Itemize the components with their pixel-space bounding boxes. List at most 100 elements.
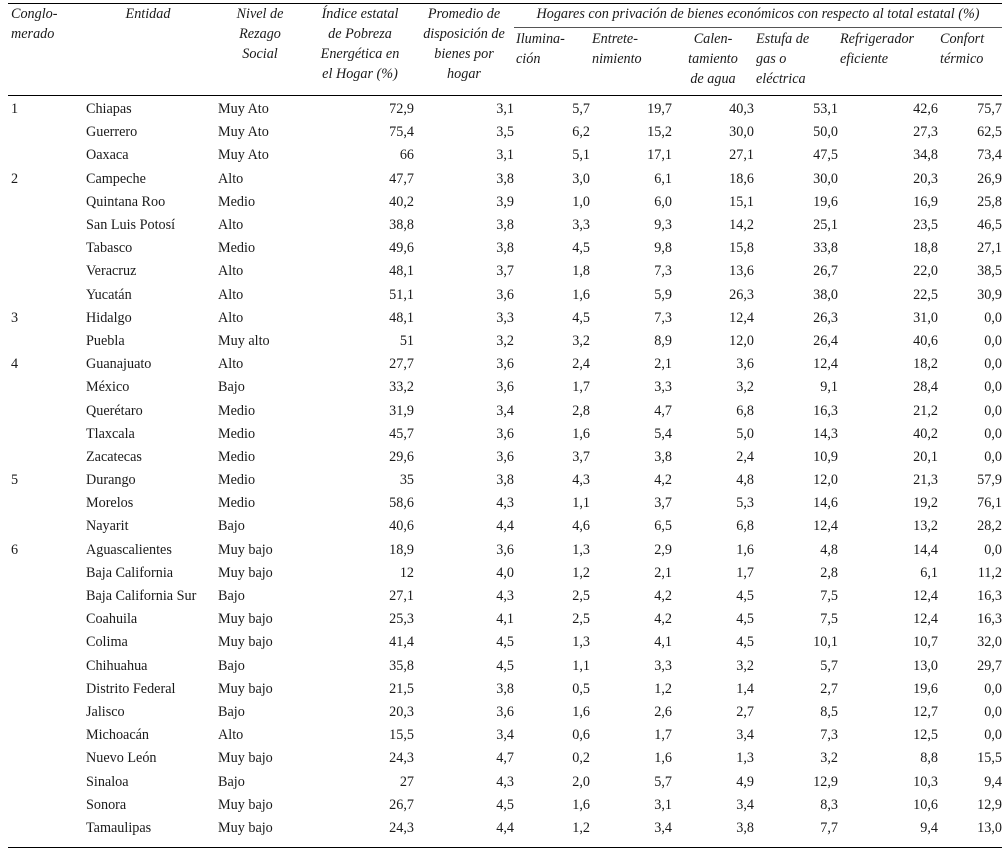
cell-confort: 25,8 [977, 193, 1002, 210]
cell-calentamiento: 4,5 [736, 611, 754, 628]
cell-promedio: 3,5 [496, 124, 514, 141]
cell-iluminacion: 2,0 [572, 773, 590, 790]
header-nivel-rezago: Nivel de Rezago Social [236, 6, 284, 62]
cell-entretenimiento: 6,0 [654, 193, 672, 210]
cell-promedio: 3,1 [496, 101, 514, 118]
cell-entretenimiento: 1,6 [654, 750, 672, 767]
cell-indice: 26,7 [389, 796, 414, 813]
cell-confort: 15,5 [977, 750, 1002, 767]
cell-estufa: 26,4 [813, 332, 838, 349]
cell-estufa: 7,3 [820, 727, 838, 744]
cell-calentamiento: 4,8 [736, 472, 754, 489]
table-row: Quintana Roo Medio 40,2 3,9 1,0 6,0 15,1 19,6 16… [8, 191, 1002, 214]
cell-conglomerado [8, 608, 82, 631]
cell-confort: 9,4 [984, 773, 1002, 790]
header-indice: Índice estatal de Pobreza Energética en … [320, 6, 400, 82]
cell-entidad: México [86, 379, 130, 396]
cell-indice: 21,5 [389, 680, 414, 697]
cell-nivel-rezago: Bajo [218, 773, 245, 790]
cell-promedio: 3,6 [496, 379, 514, 396]
cell-estufa: 8,3 [820, 796, 838, 813]
cell-calentamiento: 15,8 [729, 240, 754, 257]
cell-entidad: Querétaro [86, 402, 143, 419]
table-row: 4 Guanajuato Alto 27,7 3,6 2,4 2,1 3,6 12,4 18,2 0… [8, 353, 1002, 376]
header-bottom-rule [8, 95, 1002, 96]
cell-entretenimiento: 3,4 [654, 819, 672, 836]
cell-calentamiento: 1,3 [736, 750, 754, 767]
cell-refrigerador: 34,8 [913, 147, 938, 164]
cell-entretenimiento: 5,9 [654, 286, 672, 303]
cell-refrigerador: 18,8 [913, 240, 938, 257]
table-row: Tamaulipas Muy bajo 24,3 4,4 1,2 3,4 3,8 7,7 9,4… [8, 817, 1002, 840]
cell-indice: 75,4 [389, 124, 414, 141]
cell-iluminacion: 5,7 [572, 101, 590, 118]
cell-indice: 27,7 [389, 356, 414, 373]
cell-estufa: 19,6 [813, 193, 838, 210]
cell-conglomerado [8, 631, 82, 654]
table-row: Morelos Medio 58,6 4,3 1,1 3,7 5,3 14,6 19,2 76,1 [8, 492, 1002, 515]
cell-entidad: Campeche [86, 170, 146, 187]
header-entidad: Entidad [125, 6, 171, 22]
cell-estufa: 38,0 [813, 286, 838, 303]
cell-conglomerado [8, 284, 82, 307]
table-body: 1 Chiapas Muy Ato 72,9 3,1 5,7 19,7 40,3 53,1 42,… [8, 96, 1002, 840]
cell-confort: 26,9 [977, 170, 1002, 187]
cell-entretenimiento: 9,8 [654, 240, 672, 257]
cell-entidad: Jalisco [86, 703, 125, 720]
cell-conglomerado [8, 770, 82, 793]
cell-indice: 24,3 [389, 819, 414, 836]
cell-entidad: Yucatán [86, 286, 132, 303]
cell-refrigerador: 10,3 [913, 773, 938, 790]
table-row: 5 Durango Medio 35 3,8 4,3 4,2 4,8 12,0 21,3 57,9 [8, 469, 1002, 492]
cell-estufa: 25,1 [813, 217, 838, 234]
cell-estufa: 16,3 [813, 402, 838, 419]
cell-refrigerador: 8,8 [920, 750, 938, 767]
cell-estufa: 14,6 [813, 495, 838, 512]
cell-indice: 66 [399, 147, 414, 164]
cell-promedio: 4,0 [496, 564, 514, 581]
cell-entidad: Guerrero [86, 124, 138, 141]
table-row: Yucatán Alto 51,1 3,6 1,6 5,9 26,3 38,0 22,5 30,9 [8, 284, 1002, 307]
cell-entidad: Distrito Federal [86, 680, 176, 697]
cell-nivel-rezago: Alto [218, 217, 244, 234]
cell-estufa: 12,9 [813, 773, 838, 790]
cell-refrigerador: 42,6 [913, 101, 938, 118]
cell-iluminacion: 5,1 [572, 147, 590, 164]
header-conglomerado: Conglo- merado [11, 6, 58, 42]
cell-promedio: 3,6 [496, 356, 514, 373]
cell-entretenimiento: 5,7 [654, 773, 672, 790]
cell-entretenimiento: 7,3 [654, 263, 672, 280]
table-row: Oaxaca Muy Ato 66 3,1 5,1 17,1 27,1 47,5 34,8 73,… [8, 144, 1002, 167]
cell-promedio: 3,3 [496, 309, 514, 326]
cell-promedio: 3,2 [496, 332, 514, 349]
cell-indice: 38,8 [389, 217, 414, 234]
cell-refrigerador: 13,2 [913, 518, 938, 535]
cell-conglomerado [8, 214, 82, 237]
cell-promedio: 3,6 [496, 448, 514, 465]
cell-entidad: Guanajuato [86, 356, 152, 373]
cell-nivel-rezago: Alto [218, 356, 244, 373]
cell-nivel-rezago: Muy Ato [218, 124, 269, 141]
cell-estufa: 26,3 [813, 309, 838, 326]
cell-nivel-rezago: Alto [218, 309, 244, 326]
cell-indice: 31,9 [389, 402, 414, 419]
cell-confort: 0,0 [984, 680, 1002, 697]
cell-entretenimiento: 5,4 [654, 425, 672, 442]
cell-promedio: 3,6 [496, 286, 514, 303]
cell-entidad: Nuevo León [86, 750, 157, 767]
cell-entretenimiento: 8,9 [654, 332, 672, 349]
cell-estufa: 12,0 [813, 472, 838, 489]
cell-confort: 0,0 [984, 425, 1002, 442]
cell-indice: 25,3 [389, 611, 414, 628]
cell-calentamiento: 2,7 [736, 703, 754, 720]
cell-confort: 62,5 [977, 124, 1002, 141]
cell-entretenimiento: 15,2 [647, 124, 672, 141]
cell-entidad: Durango [86, 472, 136, 489]
header-entretenimiento: Entrete- nimiento [592, 31, 642, 67]
cell-calentamiento: 18,6 [729, 170, 754, 187]
cell-conglomerado [8, 446, 82, 469]
cell-iluminacion: 4,6 [572, 518, 590, 535]
table-row: Zacatecas Medio 29,6 3,6 3,7 3,8 2,4 10,9 20,1 0,… [8, 446, 1002, 469]
cell-conglomerado [8, 515, 82, 538]
